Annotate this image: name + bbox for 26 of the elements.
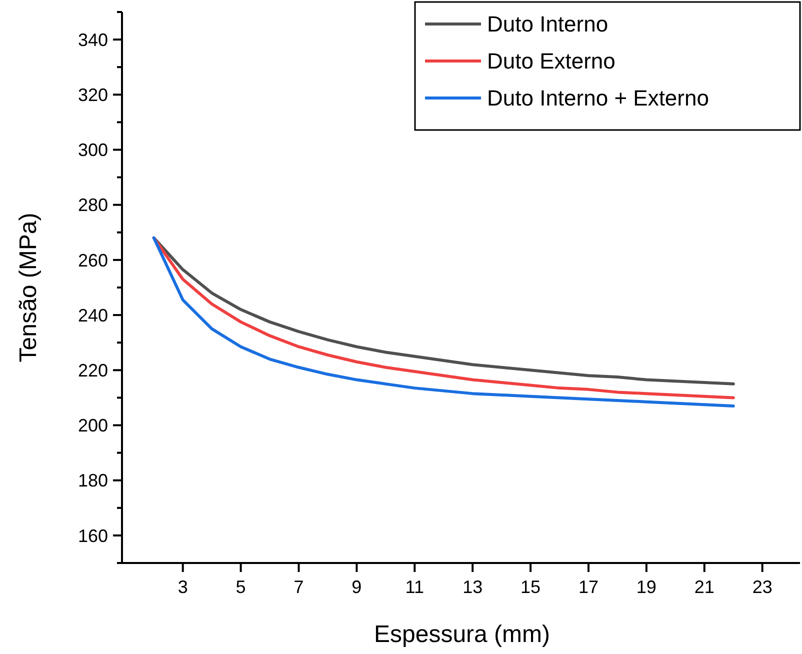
y-tick-label: 180 xyxy=(78,470,108,491)
y-tick-label: 340 xyxy=(78,30,108,50)
y-tick-label: 260 xyxy=(78,250,108,270)
y-axis-title: Tensão (MPa) xyxy=(15,212,42,362)
x-tick-label: 21 xyxy=(694,577,714,597)
y-tick-label: 160 xyxy=(78,526,108,546)
x-tick-label: 11 xyxy=(405,577,424,597)
x-tick-label: 7 xyxy=(294,577,304,597)
x-tick-label: 23 xyxy=(752,577,772,597)
x-tick-label: 15 xyxy=(520,577,541,597)
y-tick-label: 220 xyxy=(78,360,108,380)
x-tick-label: 19 xyxy=(636,577,656,597)
y-tick-label: 320 xyxy=(78,84,108,105)
y-tick-label: 240 xyxy=(78,305,108,326)
y-tick-label: 280 xyxy=(78,195,108,216)
x-axis-title: Espessura (mm) xyxy=(374,621,550,648)
legend-label: Duto Interno + Externo xyxy=(487,86,709,111)
x-tick-label: 5 xyxy=(236,577,246,597)
y-tick-label: 200 xyxy=(78,416,108,436)
y-tick-label: 300 xyxy=(78,140,108,160)
x-tick-label: 3 xyxy=(178,577,188,597)
x-tick-label: 9 xyxy=(352,577,362,597)
x-tick-label: 13 xyxy=(462,577,483,597)
x-tick-label: 17 xyxy=(578,577,599,597)
legend-label: Duto Interno xyxy=(487,12,608,37)
legend-label: Duto Externo xyxy=(487,48,616,74)
